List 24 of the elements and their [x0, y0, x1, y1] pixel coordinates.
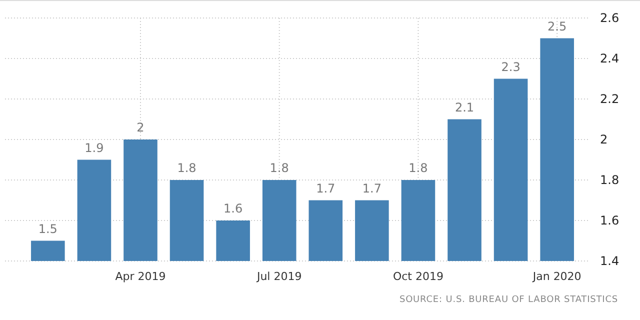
y-tick-label: 2 — [600, 132, 608, 147]
data-label: 1.9 — [84, 140, 104, 155]
x-tick-label: Oct 2019 — [392, 270, 444, 283]
y-tick-label: 1.6 — [600, 214, 620, 228]
data-label: 1.5 — [38, 222, 58, 236]
y-tick-label: 1.4 — [600, 254, 620, 268]
data-label: 2.3 — [501, 60, 520, 74]
data-label: 1.8 — [270, 161, 289, 175]
x-tick-label: Jul 2019 — [256, 270, 302, 283]
data-label: 1.6 — [224, 202, 243, 216]
data-label: 1.7 — [362, 181, 382, 196]
y-tick-label: 1.8 — [600, 173, 620, 188]
y-tick-label: 2.6 — [600, 11, 620, 26]
data-label: 1.7 — [316, 181, 336, 196]
data-label: 1.8 — [177, 161, 196, 175]
y-tick-label: 2.2 — [600, 92, 620, 106]
x-tick-label: Jan 2020 — [532, 270, 582, 283]
data-label: 2 — [136, 120, 144, 134]
x-tick-label: Apr 2019 — [115, 270, 166, 283]
data-label: 2.5 — [548, 19, 567, 34]
data-label: 1.8 — [408, 161, 428, 175]
source-note: SOURCE: U.S. BUREAU OF LABOR STATISTICS — [399, 295, 618, 305]
data-label: 2.1 — [454, 100, 474, 114]
y-tick-label: 2.4 — [600, 52, 620, 66]
